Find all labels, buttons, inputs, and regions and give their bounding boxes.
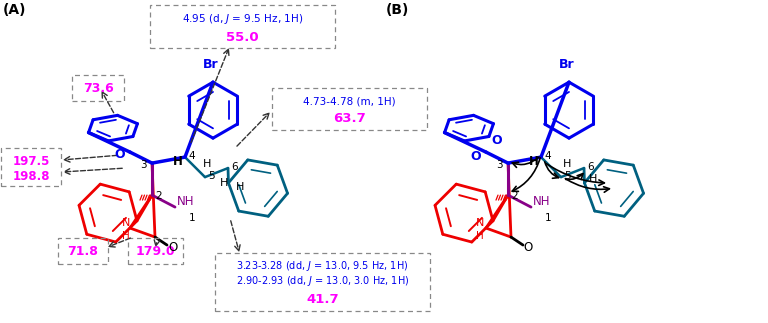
Text: 2: 2 xyxy=(511,191,518,201)
Bar xyxy=(58,238,108,264)
Text: H: H xyxy=(589,174,598,184)
Text: 73.6: 73.6 xyxy=(83,82,114,95)
Text: 2: 2 xyxy=(155,191,161,201)
Text: O: O xyxy=(470,150,481,163)
Text: 6: 6 xyxy=(587,162,594,172)
Text: 6: 6 xyxy=(231,162,237,172)
Bar xyxy=(272,88,427,130)
Bar xyxy=(150,5,335,48)
Text: (A): (A) xyxy=(3,3,27,17)
Text: O: O xyxy=(491,134,502,147)
Text: 4.73-4.78 (m, 1H): 4.73-4.78 (m, 1H) xyxy=(303,96,396,106)
Text: H: H xyxy=(220,178,228,188)
Text: H: H xyxy=(173,155,183,168)
Text: 41.7: 41.7 xyxy=(306,293,339,306)
Text: (B): (B) xyxy=(386,3,409,17)
Text: Br: Br xyxy=(203,58,219,71)
Text: 1: 1 xyxy=(189,213,196,223)
Text: H: H xyxy=(563,159,571,169)
Text: H: H xyxy=(203,159,211,169)
Bar xyxy=(72,75,124,101)
Bar xyxy=(1,148,61,186)
Text: 3: 3 xyxy=(140,160,147,170)
Text: 4: 4 xyxy=(188,151,194,161)
Text: NH: NH xyxy=(533,195,551,208)
Bar xyxy=(128,238,183,264)
Text: NH: NH xyxy=(177,195,194,208)
Text: 5: 5 xyxy=(208,171,214,181)
Text: H: H xyxy=(122,231,130,241)
Text: O: O xyxy=(523,241,532,254)
Text: O: O xyxy=(114,148,124,161)
Text: H: H xyxy=(529,155,539,168)
Text: 3.23-3.28 (dd, $J$ = 13.0, 9.5 Hz, 1H): 3.23-3.28 (dd, $J$ = 13.0, 9.5 Hz, 1H) xyxy=(237,259,409,273)
Text: 2.90-2.93 (dd, $J$ = 13.0, 3.0 Hz, 1H): 2.90-2.93 (dd, $J$ = 13.0, 3.0 Hz, 1H) xyxy=(236,274,409,288)
Text: 3: 3 xyxy=(496,160,502,170)
Text: 5: 5 xyxy=(564,171,571,181)
Text: 197.5: 197.5 xyxy=(12,155,50,168)
Text: 55.0: 55.0 xyxy=(227,31,259,44)
Text: N: N xyxy=(476,218,485,228)
Text: 63.7: 63.7 xyxy=(333,112,366,125)
Text: Br: Br xyxy=(559,58,574,71)
Text: 1: 1 xyxy=(545,213,551,223)
Text: H: H xyxy=(476,231,484,241)
Text: 179.0: 179.0 xyxy=(136,245,175,257)
Text: O: O xyxy=(168,241,177,254)
Text: H: H xyxy=(236,182,244,192)
Bar xyxy=(215,253,430,311)
Text: 198.8: 198.8 xyxy=(12,170,50,182)
Text: N: N xyxy=(122,218,131,228)
Text: 4.95 (d, $J$ = 9.5 Hz, 1H): 4.95 (d, $J$ = 9.5 Hz, 1H) xyxy=(182,12,303,26)
Text: 4: 4 xyxy=(544,151,551,161)
Text: 71.8: 71.8 xyxy=(68,245,98,257)
